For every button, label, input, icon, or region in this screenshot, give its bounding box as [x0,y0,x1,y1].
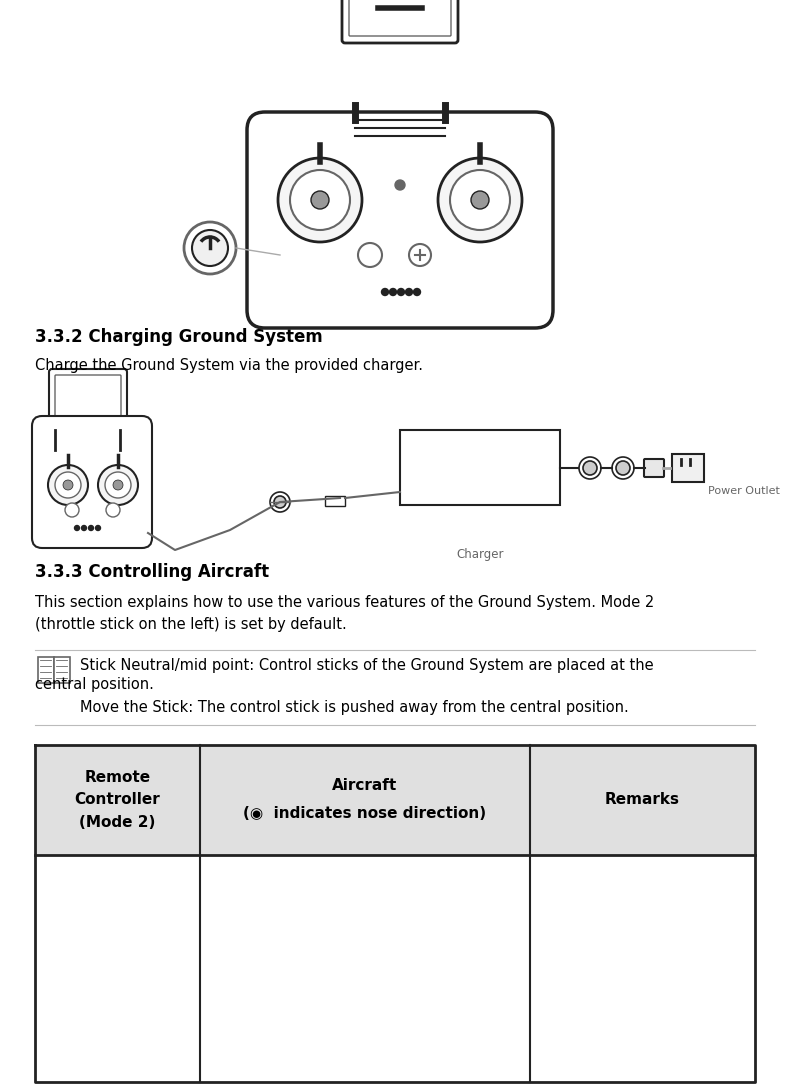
Text: Stick Neutral/mid point: Control sticks of the Ground System are placed at the: Stick Neutral/mid point: Control sticks … [80,658,653,673]
Circle shape [395,180,405,190]
Circle shape [184,222,236,274]
Circle shape [450,170,510,230]
FancyBboxPatch shape [49,369,127,433]
Text: 3.3.3 Controlling Aircraft: 3.3.3 Controlling Aircraft [35,562,269,581]
Circle shape [63,480,73,490]
Circle shape [270,492,290,512]
Text: Power Outlet: Power Outlet [708,486,780,496]
Circle shape [616,461,630,475]
Circle shape [389,288,397,296]
Circle shape [106,503,120,517]
FancyBboxPatch shape [32,416,152,548]
Circle shape [290,170,350,230]
Circle shape [579,457,601,479]
Text: This section explains how to use the various features of the Ground System. Mode: This section explains how to use the var… [35,595,654,632]
Bar [38,657,54,683]
Circle shape [471,191,489,209]
Circle shape [413,288,420,296]
Bar [35,745,755,855]
FancyBboxPatch shape [644,459,664,477]
Bar [672,454,704,482]
Text: Move the Stick: The control stick is pushed away from the central position.: Move the Stick: The control stick is pus… [80,700,629,715]
Circle shape [55,472,81,498]
Text: Remarks: Remarks [605,792,680,807]
Bar [54,657,70,683]
Text: Remote
Controller
(Mode 2): Remote Controller (Mode 2) [74,770,160,830]
Text: 3.3.2 Charging Ground System: 3.3.2 Charging Ground System [35,327,323,346]
Circle shape [409,244,431,265]
Text: Charge the Ground System via the provided charger.: Charge the Ground System via the provide… [35,358,423,373]
Circle shape [405,288,412,296]
Bar [400,430,560,505]
Circle shape [382,288,389,296]
Circle shape [88,526,93,531]
Circle shape [278,158,362,242]
FancyBboxPatch shape [349,0,451,36]
Bar [375,8,425,35]
Circle shape [98,465,138,505]
Circle shape [358,243,382,267]
Circle shape [311,191,329,209]
FancyBboxPatch shape [342,0,458,44]
Circle shape [612,457,634,479]
Circle shape [397,288,404,296]
FancyBboxPatch shape [247,112,553,327]
Text: Charger: Charger [457,548,504,561]
Circle shape [583,461,597,475]
Text: Aircraft: Aircraft [333,779,397,793]
Text: (◉  indicates nose direction): (◉ indicates nose direction) [243,806,487,821]
Bar [325,496,345,506]
Circle shape [96,526,100,531]
Circle shape [65,503,79,517]
Circle shape [113,480,123,490]
Circle shape [81,526,86,531]
Circle shape [192,230,228,265]
Circle shape [274,496,286,508]
FancyBboxPatch shape [55,375,121,426]
Circle shape [48,465,88,505]
Circle shape [74,526,80,531]
Circle shape [105,472,131,498]
Circle shape [438,158,522,242]
Text: central position.: central position. [35,677,154,692]
